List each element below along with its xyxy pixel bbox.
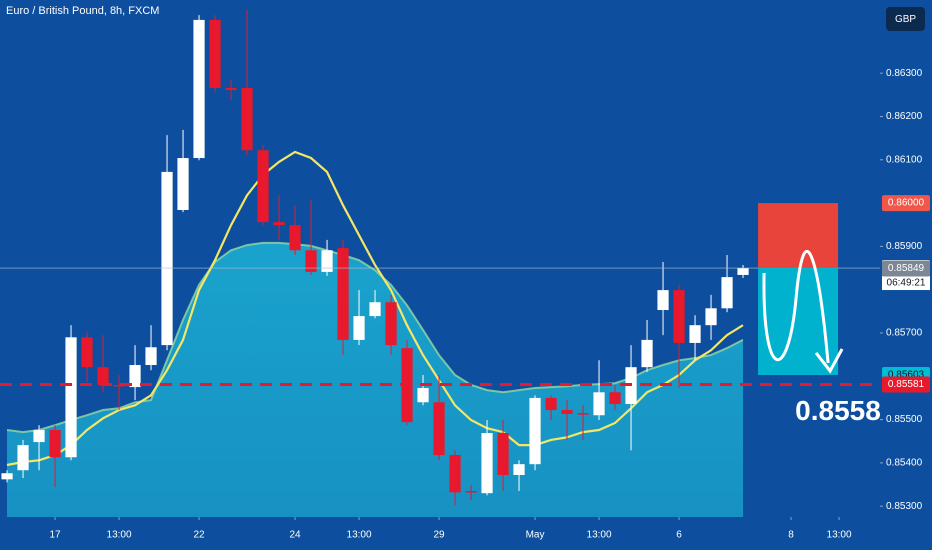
candle-body — [705, 308, 717, 326]
x-tick-label: 6 — [676, 530, 682, 541]
candle-body — [449, 455, 461, 493]
y-tick-label: 0.86300 — [886, 68, 923, 79]
candle-body — [241, 87, 253, 151]
candle-body — [113, 384, 125, 387]
price-badge — [882, 260, 930, 277]
candle-body — [465, 491, 477, 493]
candle-body — [97, 367, 109, 385]
currency-button[interactable] — [886, 7, 925, 31]
candle-body — [545, 397, 557, 411]
candle-body — [497, 432, 509, 475]
x-tick-label: 17 — [49, 530, 61, 541]
y-tick-label: 0.85700 — [886, 328, 923, 339]
candle-body — [257, 150, 269, 223]
candle-body — [65, 337, 77, 458]
x-tick-label: 13:00 — [827, 530, 852, 541]
x-tick-label: 29 — [433, 530, 445, 541]
y-tick-label: 0.85400 — [886, 458, 923, 469]
candle-body — [385, 302, 397, 346]
y-tick-label: 0.86200 — [886, 111, 923, 122]
countdown-box — [882, 276, 930, 291]
price-badge-label: 0.85581 — [888, 379, 925, 390]
x-tick-label: 8 — [788, 530, 794, 541]
x-tick-label: 22 — [193, 530, 205, 541]
y-tick-label: 0.85900 — [886, 241, 923, 252]
candle-body — [369, 302, 381, 317]
candle-body — [273, 222, 285, 226]
candle-body — [689, 325, 701, 343]
candle-body — [321, 250, 333, 272]
candle-body — [129, 365, 141, 388]
x-tick-label: May — [526, 530, 545, 541]
countdown: 06:49:21 — [887, 278, 926, 289]
candle-body — [49, 429, 61, 458]
candle-body — [561, 410, 573, 414]
candle-body — [673, 290, 685, 343]
chart-title: Euro / British Pound, 8h, FXCM — [6, 5, 159, 17]
y-tick-label: 0.86100 — [886, 154, 923, 165]
candle-body — [209, 19, 221, 88]
candle-body — [225, 87, 237, 91]
price-badge-label: 0.86000 — [888, 198, 925, 209]
candle-body — [593, 392, 605, 416]
price-badge — [882, 195, 930, 212]
candle-body — [513, 464, 525, 475]
candle-body — [1, 473, 13, 480]
candle-body — [737, 268, 749, 275]
candle-body — [177, 158, 189, 211]
candle-body — [657, 290, 669, 311]
candle-body — [81, 337, 93, 368]
price-badge — [882, 376, 930, 393]
candle-body — [481, 432, 493, 494]
indicator-line — [6, 150, 744, 467]
candle-body — [609, 392, 621, 404]
y-tick-label: 0.85300 — [886, 501, 923, 512]
x-tick-label: 13:00 — [347, 530, 372, 541]
candle-body — [145, 347, 157, 366]
candle-body — [193, 19, 205, 159]
y-tick-label: 0.85500 — [886, 414, 923, 425]
forecast-arrow — [762, 249, 830, 364]
currency-label[interactable]: GBP — [895, 14, 916, 25]
candle-body — [305, 250, 317, 272]
forecast-arrow-head — [814, 348, 844, 374]
stop-zone — [758, 203, 839, 269]
candle-body — [577, 413, 589, 415]
candle-body — [161, 171, 173, 346]
candle-body — [353, 316, 365, 340]
x-tick-label: 13:00 — [107, 530, 132, 541]
price-badge-label: 0.85849 — [888, 263, 925, 274]
price-badge-label: 0.85603 — [888, 370, 925, 381]
candle-body — [641, 339, 653, 368]
candle-body — [721, 277, 733, 309]
candle-body — [417, 387, 429, 403]
indicator-area-edge — [6, 241, 744, 434]
candle-body — [17, 445, 29, 471]
x-tick-label: 24 — [289, 530, 301, 541]
price-annotation: 0.8558 — [795, 395, 881, 426]
candle-body — [289, 225, 301, 251]
candle-body — [337, 248, 349, 340]
candle-body — [33, 429, 45, 443]
x-tick-label: 13:00 — [587, 530, 612, 541]
candle-body — [433, 402, 445, 456]
candle-body — [529, 397, 541, 465]
